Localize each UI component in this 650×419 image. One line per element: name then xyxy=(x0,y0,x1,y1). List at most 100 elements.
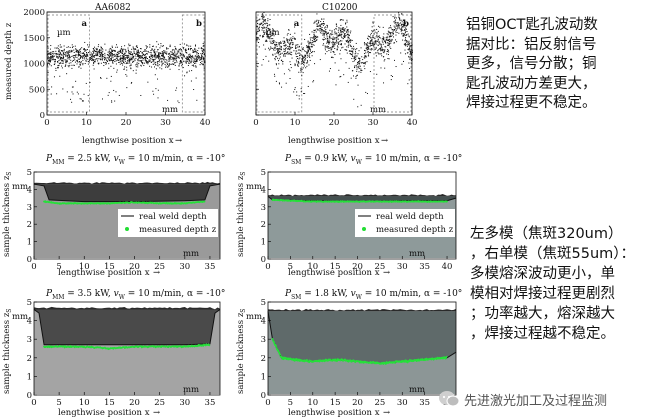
chart0-point xyxy=(69,51,71,53)
chart1-point xyxy=(289,77,291,79)
chart1-point xyxy=(263,27,265,29)
chart0-point xyxy=(138,57,140,59)
chart1-point xyxy=(270,35,272,37)
chart0-point xyxy=(93,56,95,58)
chart0-point xyxy=(121,62,123,64)
chart1-point xyxy=(360,68,362,70)
chart3-point xyxy=(446,200,448,203)
chart1-point xyxy=(372,43,374,45)
chart1-point xyxy=(282,63,284,65)
chart1-point xyxy=(322,32,324,34)
chart1-point xyxy=(358,63,360,65)
chart0-point xyxy=(80,56,82,58)
chart0-point xyxy=(197,57,199,59)
chart5-point xyxy=(279,353,281,356)
chart1-point xyxy=(307,46,309,48)
chart1-point xyxy=(333,45,335,47)
chart1-point xyxy=(336,49,338,51)
chart1-point xyxy=(395,39,397,41)
chart1-point xyxy=(326,41,328,43)
chart0-point xyxy=(122,64,124,66)
chart0-point xyxy=(97,46,99,48)
chart0-point xyxy=(96,55,98,57)
chart1-point xyxy=(279,47,281,49)
chart0-point xyxy=(80,62,82,64)
chart0-point xyxy=(57,67,59,69)
chart1-point xyxy=(339,34,341,36)
chart0-point xyxy=(68,54,70,56)
chart0-point xyxy=(60,52,62,54)
chart0-point xyxy=(169,52,171,54)
chart0-point xyxy=(135,72,137,74)
chart0-point xyxy=(182,58,184,60)
chart1-point xyxy=(292,38,294,40)
chart1-point xyxy=(293,91,295,93)
chart0-point xyxy=(97,58,99,60)
chart0-point xyxy=(132,70,134,72)
chart0-point xyxy=(188,45,190,47)
chart1-point xyxy=(339,33,341,35)
chart2-legend-real: real weld depth xyxy=(139,212,207,222)
chart1-point xyxy=(266,36,268,38)
chart1-point xyxy=(283,40,285,42)
chart1-point xyxy=(389,46,391,48)
chart1-point xyxy=(335,39,337,41)
chart0-point xyxy=(130,67,132,69)
chart0-point xyxy=(60,56,62,58)
chart0-xtick-label: 30 xyxy=(160,118,171,128)
chart1-point xyxy=(331,46,333,48)
chart1-point xyxy=(265,28,267,30)
chart1-point xyxy=(350,30,352,32)
chart0-point xyxy=(199,58,201,60)
chart1-point xyxy=(279,53,281,55)
chart0-point xyxy=(123,57,125,59)
chart1-point xyxy=(329,40,331,42)
chart1-point xyxy=(268,24,270,26)
chart0-point xyxy=(76,91,78,93)
chart1-point xyxy=(291,54,293,56)
chart4-frame xyxy=(33,301,221,396)
chart1-point xyxy=(335,42,337,44)
chart0-point xyxy=(141,62,143,64)
chart1-point xyxy=(383,37,385,39)
chart0-point xyxy=(125,54,127,56)
chart1-point xyxy=(301,48,303,50)
chart0-point xyxy=(178,57,180,59)
chart0-point xyxy=(164,51,166,53)
chart0-point xyxy=(194,45,196,47)
chart1-point xyxy=(256,39,258,41)
chart0-point xyxy=(181,63,183,65)
chart2-yunit: mm xyxy=(12,182,28,192)
chart0-point xyxy=(186,45,188,47)
chart1-point xyxy=(404,29,406,31)
chart1-point xyxy=(273,30,275,32)
chart0-point xyxy=(77,50,79,52)
chart1-point xyxy=(332,39,334,41)
chart0-point xyxy=(101,56,103,58)
chart0-point xyxy=(162,54,164,56)
chart1-point xyxy=(261,23,263,25)
chart1-title: C10200 xyxy=(322,3,358,13)
chart1-point xyxy=(402,24,404,26)
chart0-point xyxy=(61,46,63,48)
chart0-point xyxy=(137,58,139,60)
chart0-point xyxy=(120,51,122,53)
chart0-point xyxy=(144,59,146,61)
chart4-ytick-label: 0 xyxy=(27,391,32,401)
chart5-point xyxy=(445,355,448,358)
chart1-point xyxy=(372,42,374,44)
chart1-point xyxy=(389,36,391,38)
chart1-point xyxy=(294,26,296,28)
chart0-point xyxy=(56,47,58,49)
chart1-point xyxy=(379,37,381,39)
chart0-point xyxy=(109,60,111,62)
chart0-point xyxy=(93,50,95,52)
chart1-point xyxy=(411,52,413,54)
chart1-point xyxy=(343,36,345,38)
chart1-point xyxy=(346,21,348,23)
chart0-point xyxy=(52,58,54,60)
chart0-point xyxy=(66,61,68,63)
chart1-point xyxy=(310,50,312,52)
chart1-point xyxy=(339,30,341,32)
chart5-xtick-label: 30 xyxy=(397,398,408,408)
